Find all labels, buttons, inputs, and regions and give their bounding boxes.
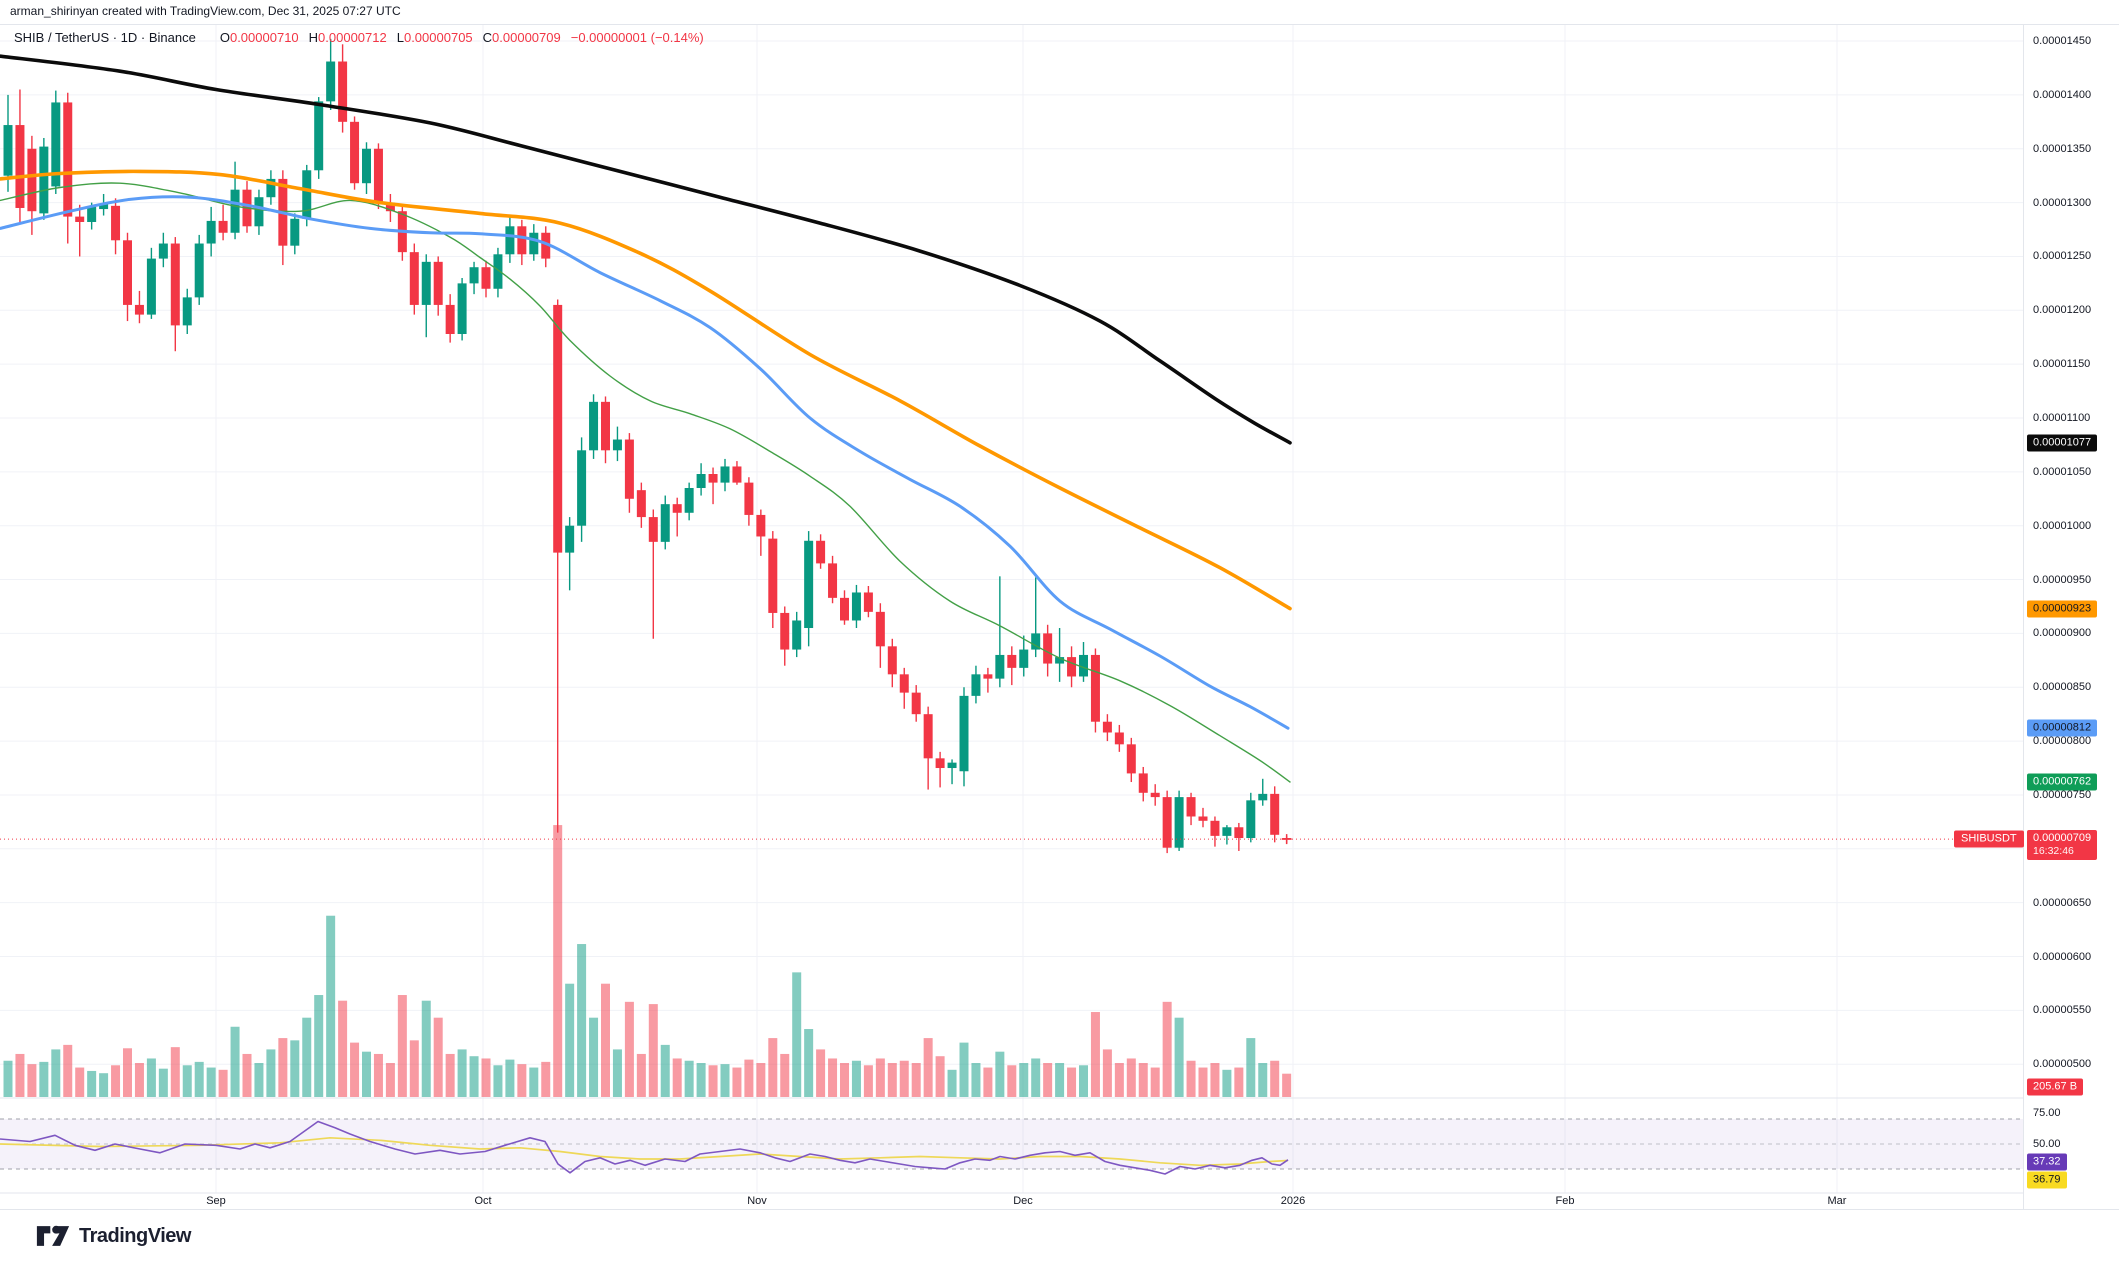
gridlines [0, 25, 2023, 1193]
close-value: 0.00000709 [492, 30, 561, 45]
rsi-tick: 50.00 [2033, 1138, 2061, 1150]
volume-bars [3, 825, 1292, 1097]
time-label-Sep: Sep [206, 1195, 226, 1207]
attribution-text: arman_shirinyan created with TradingView… [10, 4, 401, 18]
rsi-tick: 75.00 [2033, 1106, 2061, 1119]
rsi-value-badge: 37.32 [2027, 1153, 2067, 1171]
price-tick: 0.00001150 [2033, 358, 2091, 371]
ma-mid-line [0, 195, 1290, 730]
time-label-Dec: Dec [1013, 1195, 1033, 1207]
high-value: 0.00000712 [318, 30, 387, 45]
rsi-indicator [0, 1120, 1289, 1175]
ma-slow-badge: 0.00000923 [2027, 600, 2098, 618]
price-tick: 0.00000550 [2033, 1004, 2092, 1017]
price-tick: 0.00000800 [2033, 735, 2092, 748]
moving-averages [0, 54, 1292, 783]
price-tick: 0.00001400 [2033, 88, 2092, 101]
price-tick: 0.00001250 [2033, 250, 2092, 263]
ma-fast-line [0, 182, 1291, 783]
price-axis[interactable]: 0.00001450 0.00001400 0.00001350 0.00001300… [2023, 25, 2119, 1209]
price-tick: 0.00001200 [2033, 304, 2092, 317]
price-tick: 0.00000600 [2033, 950, 2092, 963]
price-tick: 0.00001350 [2033, 142, 2092, 155]
volume-value-badge: 205.67 B [2027, 1078, 2084, 1096]
open-value: 0.00000710 [229, 30, 299, 45]
symbol-title: SHIB / TetherUS · 1D · Binance [14, 30, 196, 45]
chart-legend: SHIB / TetherUS · 1D · Binance O0.0000071… [14, 30, 704, 45]
price-tick: 0.00001300 [2033, 196, 2092, 209]
close-label: C [482, 30, 493, 45]
time-label-Mar: Mar [1827, 1195, 1847, 1207]
price-tick: 0.00000500 [2033, 1058, 2092, 1071]
tradingview-logo[interactable]: TradingView [36, 1222, 191, 1250]
price-tick: 0.00000950 [2033, 573, 2092, 586]
price-tick: 0.00000850 [2033, 681, 2092, 694]
time-label-Oct: Oct [474, 1195, 492, 1207]
rsi-line [0, 1120, 1289, 1175]
rsi-ma-value-badge: 36.79 [2027, 1171, 2067, 1189]
bar-countdown: 16:32:46 [2033, 845, 2074, 858]
change-value: −0.00000001 (−0.14%) [570, 30, 704, 45]
high-label: H [308, 30, 319, 45]
time-label-Nov: Nov [747, 1195, 767, 1207]
price-tick: 0.00001000 [2033, 519, 2092, 532]
price-tick: 0.00001100 [2033, 412, 2091, 424]
chart-widget[interactable]: SHIB / TetherUS · 1D · Binance O0.0000071… [0, 24, 2119, 1210]
last-price-marker [1281, 834, 1292, 845]
ma-long-badge: 0.00001077 [2027, 434, 2098, 452]
last-price-badge: 0.00000709 16:32:46 [2027, 830, 2098, 861]
ma-slow-line [0, 169, 1292, 611]
rsi-pane-background [0, 1118, 2023, 1170]
low-label: L [396, 30, 404, 45]
price-tick: 0.00001450 [2033, 35, 2092, 48]
ma-fast-badge: 0.00000762 [2027, 773, 2098, 791]
time-label-Feb: Feb [1555, 1195, 1575, 1207]
ma-long-line [0, 54, 1292, 445]
candlestick-chart-canvas[interactable] [0, 25, 2023, 1209]
time-label-2026: 2026 [1280, 1195, 1306, 1207]
tradingview-logo-text: TradingView [79, 1224, 191, 1247]
ma-mid-badge: 0.00000812 [2027, 719, 2098, 737]
symbol-price-label: SHIBUSDT [1954, 830, 2024, 848]
tradingview-logo-icon [36, 1225, 70, 1246]
candles [3, 38, 1292, 854]
last-price-value: 0.00000709 [2033, 832, 2092, 845]
price-tick: 0.00000750 [2033, 788, 2092, 801]
price-tick: 0.00000900 [2033, 627, 2092, 640]
price-tick: 0.00000650 [2033, 896, 2092, 909]
low-value: 0.00000705 [403, 30, 473, 45]
price-tick: 0.00001050 [2033, 465, 2092, 478]
open-label: O [219, 30, 230, 45]
